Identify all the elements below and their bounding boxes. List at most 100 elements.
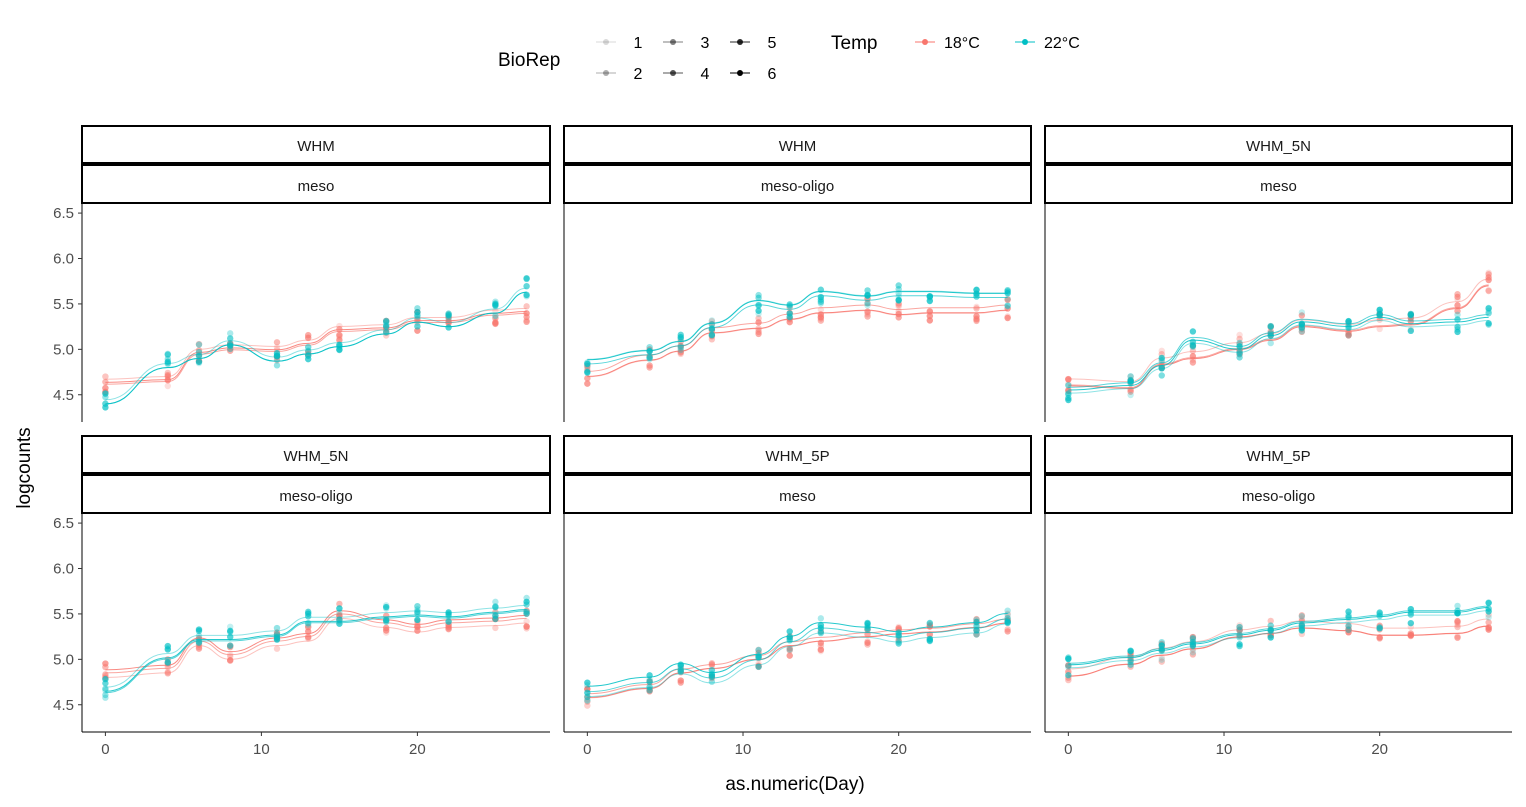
data-point (1345, 332, 1352, 339)
series-line (587, 622, 1008, 698)
x-tick-label: 0 (101, 741, 109, 758)
y-tick-label: 6.5 (53, 515, 74, 532)
series-line (105, 311, 527, 383)
data-point (1267, 622, 1274, 629)
data-point (164, 646, 171, 653)
series-line (1068, 625, 1489, 677)
facet-strip-bottom-label: meso (779, 488, 816, 505)
legend-temp-label: 18°C (944, 35, 980, 52)
data-point (273, 350, 281, 357)
legend-biorep-key-point (603, 70, 609, 76)
data-point (755, 294, 762, 302)
data-point (584, 380, 591, 387)
data-point (1454, 323, 1461, 331)
data-point (336, 337, 343, 344)
data-point (383, 317, 390, 325)
data-point (1485, 619, 1492, 626)
data-point (273, 624, 281, 632)
data-point (523, 318, 530, 326)
legend-temp-key-point (922, 39, 928, 45)
data-point (786, 301, 793, 308)
legend-biorep-label: 3 (701, 35, 710, 52)
data-point (1158, 642, 1165, 649)
data-point (1454, 307, 1461, 315)
series-line (1068, 610, 1489, 669)
data-point (1189, 342, 1197, 349)
data-point (1158, 372, 1165, 379)
data-point (1236, 634, 1243, 641)
data-point (227, 335, 234, 342)
data-point (864, 313, 871, 320)
legend-biorep-label: 4 (701, 66, 710, 83)
data-point (1485, 599, 1492, 607)
data-point (414, 608, 421, 615)
data-point (1485, 626, 1492, 633)
data-point (305, 334, 312, 342)
data-point (1345, 317, 1352, 325)
legend-temp-key-point (1022, 39, 1028, 45)
data-point (445, 618, 452, 625)
y-tick-label: 5.5 (53, 296, 74, 313)
y-tick-label: 4.5 (53, 387, 74, 404)
data-point (1267, 323, 1274, 330)
facet-strip-top-label: WHM (779, 138, 817, 155)
data-point (383, 323, 390, 330)
data-point (164, 670, 171, 677)
data-point (646, 354, 653, 361)
legend-temp-title: Temp (831, 33, 877, 54)
data-point (926, 637, 934, 644)
series-line (587, 613, 1008, 687)
data-point (492, 307, 499, 314)
facet-strip-bottom (81, 164, 551, 204)
y-tick-label: 6.0 (53, 251, 74, 268)
data-point (895, 297, 902, 304)
legend-temp-label: 22°C (1044, 35, 1080, 52)
data-point (414, 323, 421, 330)
data-point (1454, 617, 1461, 625)
series-line (1068, 607, 1489, 666)
x-tick-label: 20 (409, 741, 426, 758)
data-point (1267, 339, 1274, 347)
data-point (1189, 347, 1197, 355)
data-point (708, 325, 716, 332)
legend-biorep-title: BioRep (498, 50, 560, 71)
legend-biorep-key-point (603, 39, 609, 45)
data-point (523, 291, 530, 299)
data-point (523, 618, 530, 625)
data-point (164, 382, 171, 390)
data-point (523, 275, 530, 283)
data-point (1236, 641, 1243, 648)
facet-panels: WHMmeso4.55.05.56.06.5WHMmeso-oligoWHM_5… (53, 125, 1513, 758)
data-point (1236, 335, 1243, 343)
series-line (587, 618, 1008, 693)
data-point (864, 308, 871, 315)
data-point (677, 333, 684, 341)
data-point (646, 362, 653, 369)
data-point (227, 342, 234, 349)
data-point (1065, 387, 1072, 395)
data-point (1189, 633, 1197, 641)
data-point (336, 331, 343, 339)
data-point (1189, 353, 1197, 360)
data-point (1189, 651, 1197, 658)
data-point (1298, 328, 1306, 336)
legend: BioRep 1 2 3 4 5 6 Temp 18°C 22°C (498, 33, 1080, 83)
data-point (677, 346, 684, 354)
series-line (105, 610, 527, 694)
data-point (1004, 302, 1011, 310)
data-point (414, 308, 421, 316)
series-line (105, 312, 527, 385)
facet-strip-top-label: WHM (297, 138, 335, 155)
data-point (273, 339, 281, 346)
facet-strip-bottom-label: meso-oligo (279, 488, 352, 505)
data-point (708, 671, 716, 678)
data-point (227, 656, 234, 664)
legend-biorep-label: 5 (768, 35, 777, 52)
data-point (1407, 310, 1415, 318)
data-point (445, 324, 452, 331)
data-point (1158, 347, 1165, 355)
legend-biorep-label: 6 (768, 66, 777, 83)
data-point (1267, 634, 1274, 641)
y-axis-title: logcounts (14, 427, 35, 508)
data-point (305, 610, 312, 617)
